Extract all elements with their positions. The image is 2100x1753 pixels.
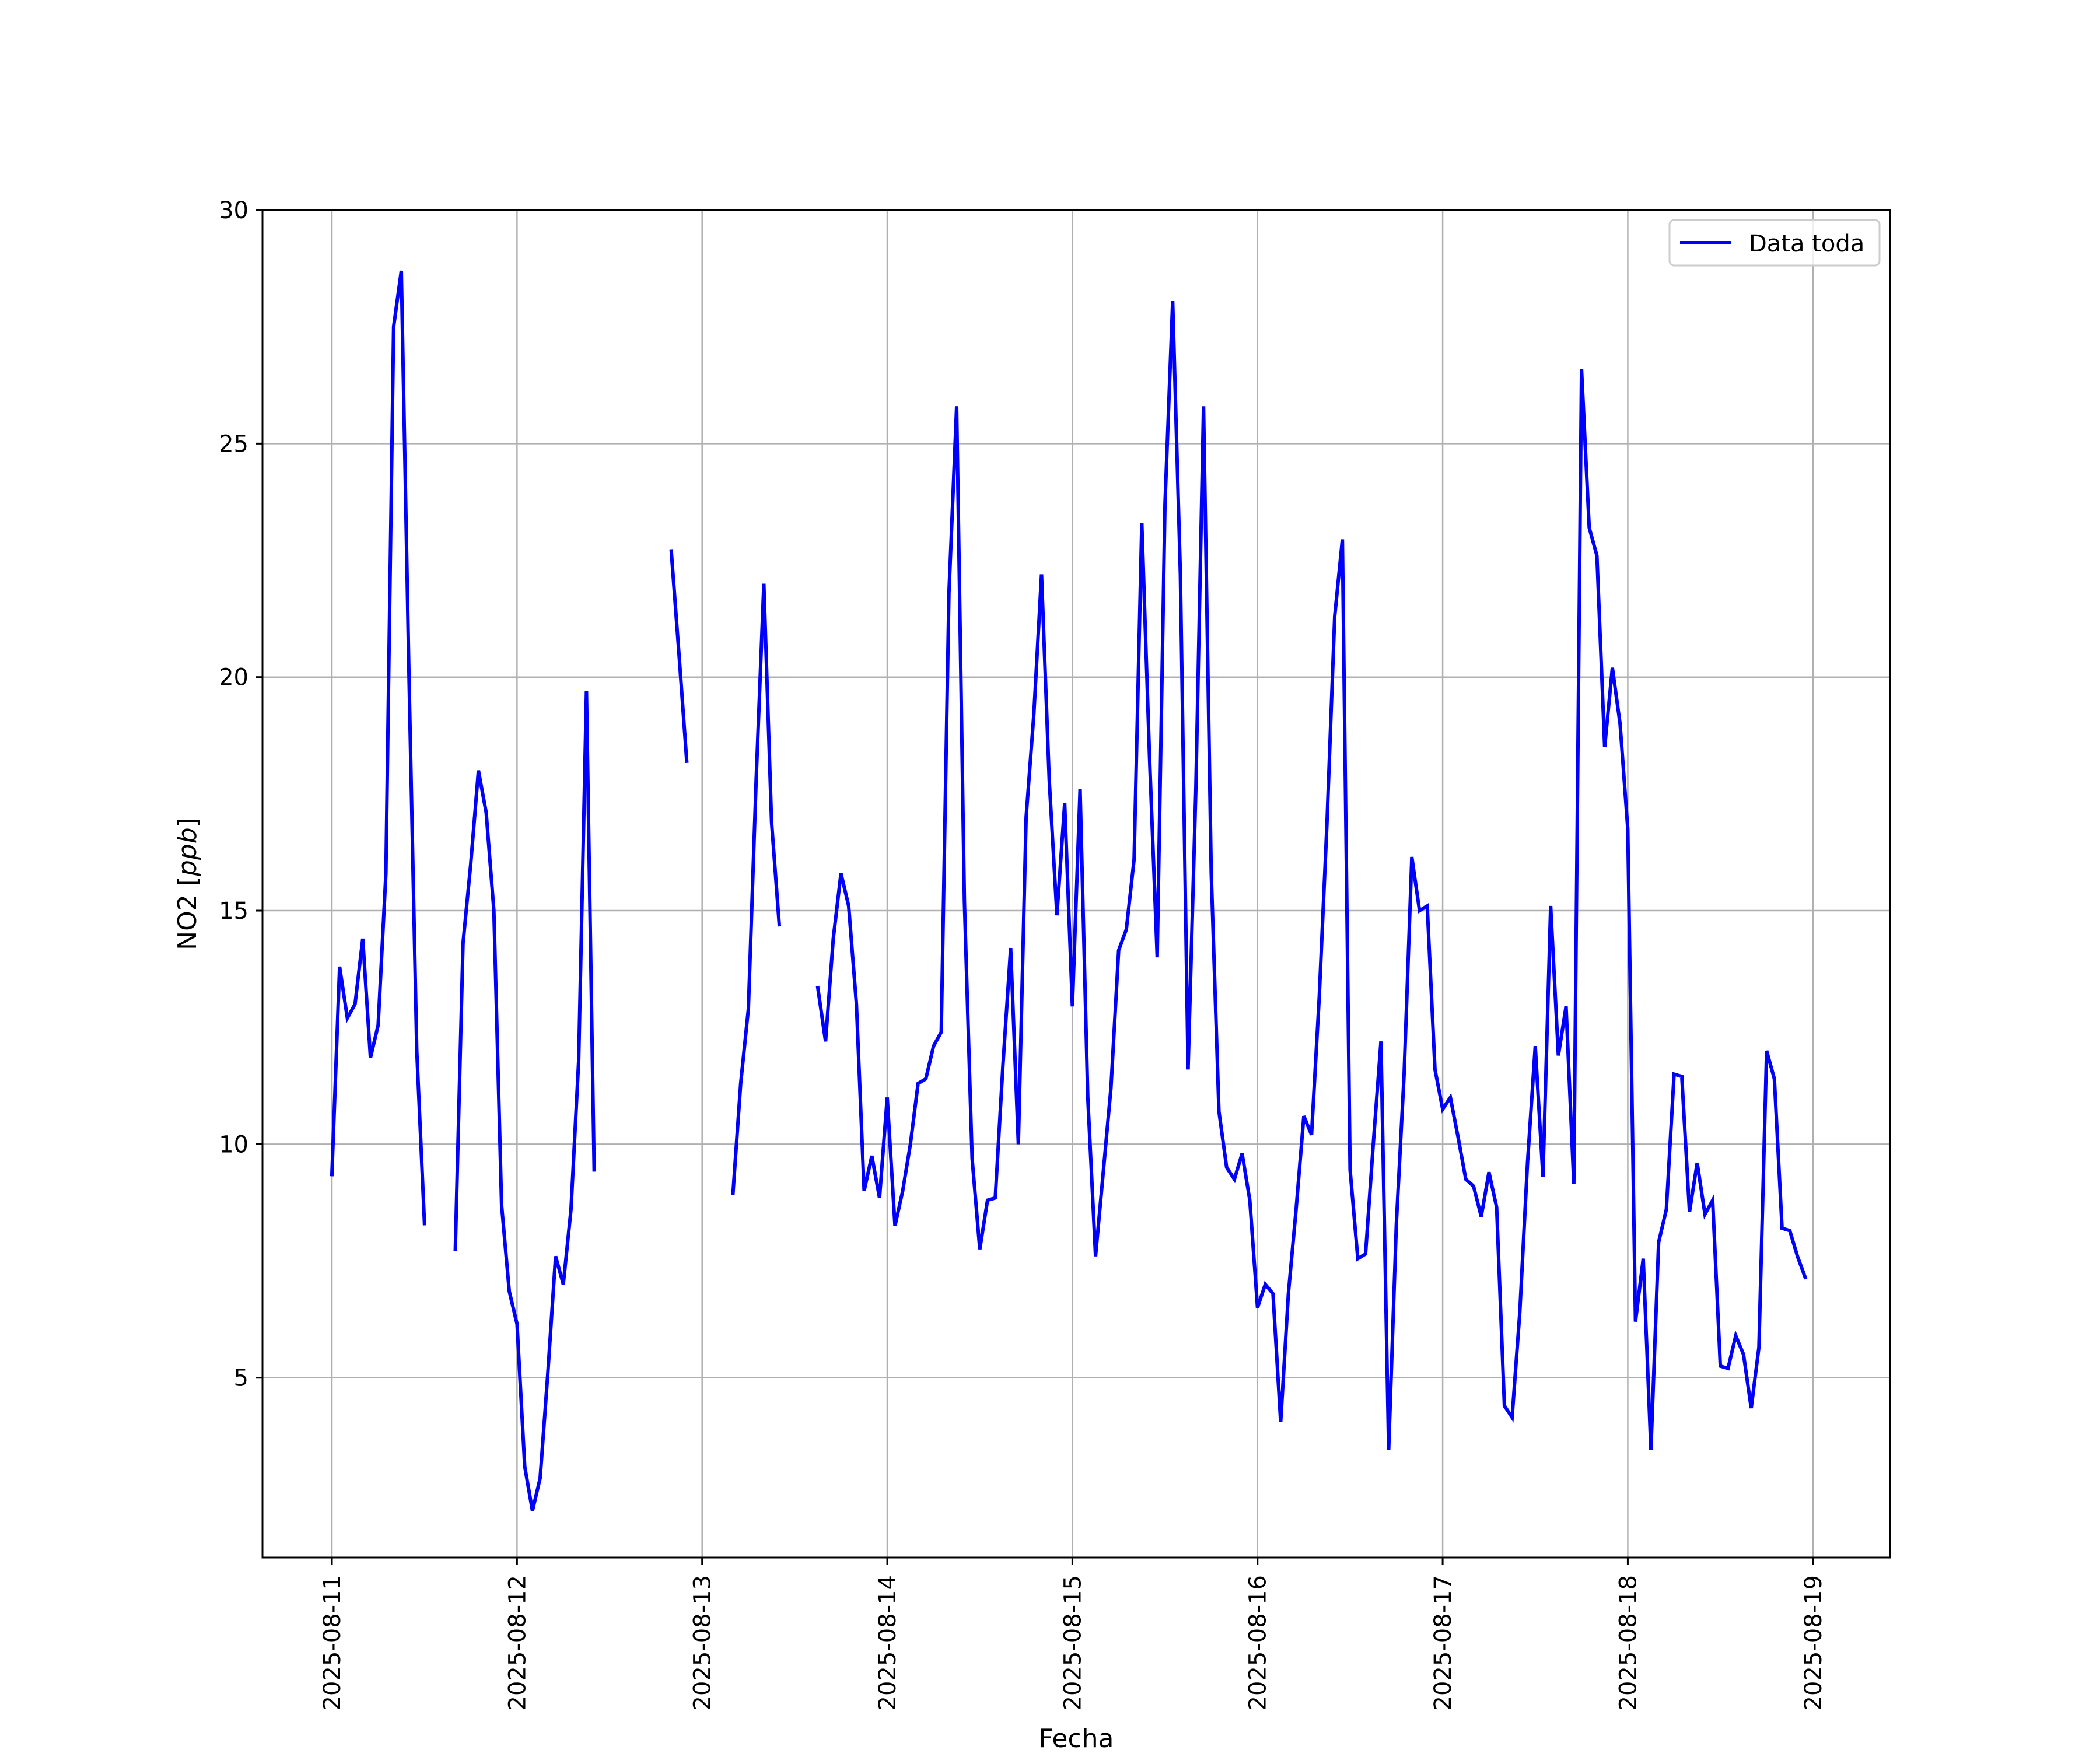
series-line-segment [330, 270, 426, 1226]
series-line-segment [816, 300, 1808, 1450]
y-tick-label: 10 [219, 1131, 249, 1158]
x-tick-label: 2025-08-15 [1059, 1575, 1086, 1710]
series-layer [330, 270, 1808, 1511]
y-tick-label: 15 [219, 898, 249, 925]
series-line-segment [731, 583, 782, 1195]
x-tick-label: 2025-08-18 [1615, 1575, 1642, 1710]
x-tick-label: 2025-08-11 [319, 1575, 346, 1710]
legend-label: Data toda [1749, 230, 1864, 257]
x-tick-label: 2025-08-14 [874, 1575, 901, 1710]
x-tick-label: 2025-08-19 [1800, 1575, 1827, 1710]
x-tick-label: 2025-08-17 [1430, 1575, 1457, 1710]
series-line-segment [453, 691, 596, 1511]
y-axis-label-unit: ppb [173, 827, 202, 877]
legend: Data toda [1668, 219, 1881, 267]
y-axis-label-suffix: ] [173, 817, 202, 827]
series-line-segment [669, 549, 689, 764]
x-axis-label: Fecha [1038, 1724, 1114, 1750]
y-tick-label: 30 [219, 197, 249, 224]
y-tick-label: 25 [219, 431, 249, 457]
axis-ticks: 2025-08-11 2025-08-12 2025-08-13 2025-08-14… [219, 197, 1827, 1710]
legend-box [1668, 219, 1881, 267]
x-tick-label: 2025-08-12 [504, 1575, 531, 1710]
y-tick-label: 5 [234, 1365, 249, 1392]
y-axis-label-prefix: NO2 [ [173, 876, 202, 950]
x-tick-label: 2025-08-16 [1245, 1575, 1272, 1710]
x-tick-label: 2025-08-13 [690, 1575, 716, 1710]
plot-frame [261, 209, 1891, 1559]
y-tick-label: 20 [219, 664, 249, 691]
y-axis-label: NO2 [ppb] [173, 817, 202, 950]
